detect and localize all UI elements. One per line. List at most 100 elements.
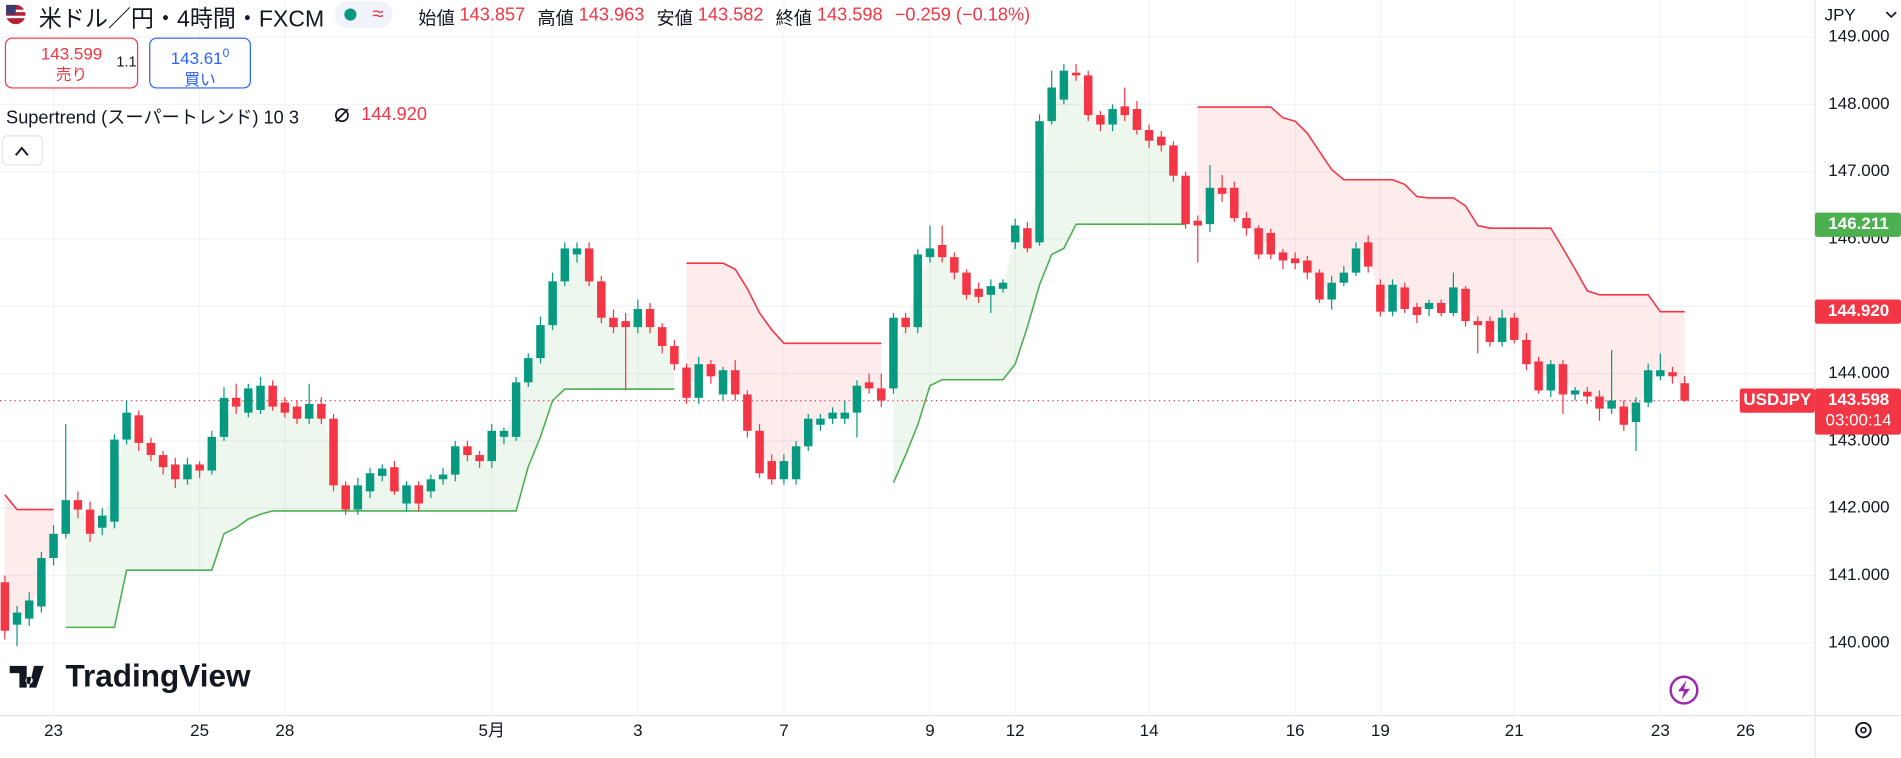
y-tick-label: 144.000	[1828, 363, 1889, 382]
candle-body	[828, 412, 837, 419]
trend-fill	[65, 251, 675, 628]
candle-body	[1303, 260, 1312, 273]
candle-body	[791, 446, 801, 480]
legend-label: 終値	[775, 8, 813, 30]
candle-body	[195, 464, 204, 471]
candle-body	[365, 473, 375, 492]
indicator-value: 144.920	[361, 104, 428, 125]
price-label: 146.211	[1828, 214, 1888, 233]
candle-body	[986, 286, 996, 295]
buy-button[interactable]: 143.610 買い	[149, 37, 251, 89]
plot	[0, 63, 1815, 647]
trend-fill	[893, 74, 1186, 483]
candle-body	[633, 308, 643, 328]
candle-body	[548, 281, 557, 326]
candle-body	[694, 364, 703, 398]
candle-body	[645, 308, 655, 328]
x-tick-label: 7	[779, 721, 788, 740]
candle-body	[1047, 87, 1056, 122]
candle-body	[1217, 187, 1227, 194]
candle-body	[804, 418, 813, 447]
candle-body	[743, 394, 752, 431]
candle-body	[816, 418, 825, 425]
candle-body	[1169, 145, 1178, 176]
candle-body	[1363, 242, 1373, 267]
candle-body	[1595, 396, 1604, 409]
candle-body	[657, 327, 667, 346]
lightning-button[interactable]	[1669, 675, 1699, 705]
collapse-button[interactable]	[1, 135, 44, 166]
candle-body	[1254, 228, 1263, 255]
legend-value: 143.582	[697, 4, 764, 26]
candle-body	[889, 317, 898, 389]
symbol-title[interactable]: 米ドル／円・4時間・FXCM	[38, 7, 325, 33]
logo-icon	[9, 665, 44, 688]
candle-body	[1120, 106, 1129, 116]
candle-body	[1668, 372, 1677, 377]
candle-body	[1388, 284, 1397, 312]
sell-price: 143.599	[40, 43, 103, 64]
candle-body	[0, 582, 10, 631]
candle-body	[1083, 75, 1093, 116]
settings-button[interactable]	[1855, 721, 1872, 739]
price-axis	[1814, 0, 1901, 716]
x-tick-label: 23	[1651, 721, 1670, 740]
candle-body	[414, 485, 423, 504]
candle-body	[110, 439, 119, 522]
candle-body	[1144, 129, 1154, 141]
candle-body	[1522, 339, 1531, 365]
candle-body	[475, 455, 484, 462]
buy-price: 143.61	[170, 48, 223, 68]
candle-body	[1339, 272, 1349, 283]
candle-body	[304, 403, 314, 419]
x-tick-label: 28	[275, 721, 294, 740]
candle-body	[61, 500, 70, 534]
legend-value: 143.857	[459, 4, 526, 26]
last-price-box	[1814, 388, 1901, 435]
candle-body	[451, 446, 460, 475]
candle-body	[621, 321, 630, 328]
candle-body	[1607, 400, 1616, 409]
candle-body	[1242, 218, 1251, 229]
candle-body	[183, 464, 192, 480]
candle-body	[24, 600, 34, 619]
legend-label: 始値	[418, 8, 455, 30]
x-tick-label: 3	[633, 721, 642, 740]
candle-body	[329, 418, 338, 486]
candle-body	[597, 281, 606, 318]
x-tick-label: 19	[1371, 721, 1390, 740]
candle-body	[937, 245, 947, 258]
candle-body	[1546, 364, 1556, 391]
candle-body	[925, 248, 935, 258]
sell-button[interactable]: 143.599 売り	[4, 37, 139, 89]
candle-body	[877, 388, 886, 401]
legend-value: 143.598	[816, 4, 883, 26]
candle-body	[1071, 72, 1081, 76]
candle-body	[755, 430, 764, 474]
x-tick-label: 16	[1286, 721, 1305, 740]
candle-body	[1132, 109, 1142, 130]
candle-body	[730, 370, 740, 395]
candle-body	[1485, 321, 1495, 342]
trend-fill	[1197, 107, 1685, 416]
y-tick-label: 148.000	[1828, 94, 1889, 113]
candle-body	[98, 515, 107, 528]
candle-body	[231, 397, 241, 407]
x-tick-label: 26	[1736, 721, 1755, 740]
candle-body	[718, 370, 728, 395]
candle-body	[1497, 317, 1507, 342]
candle-body	[1193, 220, 1203, 226]
candle-body	[377, 468, 387, 476]
candle-body	[1534, 361, 1543, 391]
candle-body	[292, 406, 302, 419]
candle-body	[146, 442, 156, 456]
legend-label: 高値	[537, 8, 574, 30]
candle-body	[1376, 284, 1385, 312]
currency[interactable]: JPY	[1824, 4, 1856, 25]
price-label-box	[1814, 299, 1901, 324]
candle-body	[1656, 370, 1665, 377]
y-tick-label: 143.000	[1828, 430, 1889, 449]
candle-body	[1643, 370, 1653, 403]
candle-body	[706, 364, 716, 377]
candle-body	[584, 248, 594, 282]
